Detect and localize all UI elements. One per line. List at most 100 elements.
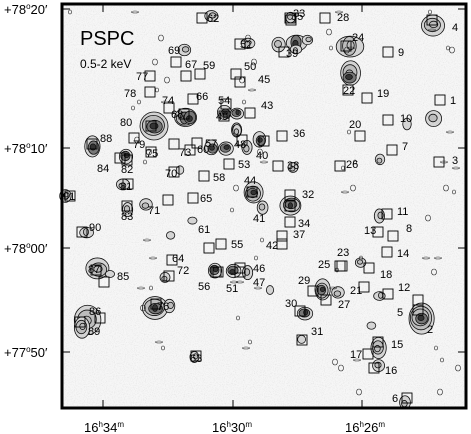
source-box [307,285,319,297]
source-label: 23 [337,247,349,259]
contour-blob [207,262,223,279]
noise-contour [137,286,145,290]
contour-blob [301,34,314,46]
noise-contour [131,10,139,14]
source-label: 67 [185,59,197,71]
source-label: 35 [291,11,303,23]
panel-title: PSPC [80,28,134,50]
source-box [234,266,246,278]
source-label: 89 [88,326,100,338]
source-label: 13 [364,225,376,237]
source-box [276,230,288,242]
contour-blob [425,110,443,127]
source-box [382,46,394,58]
source-box [368,362,380,374]
noise-contour [251,58,257,66]
noise-contour [332,358,338,366]
noise-contour [359,255,363,261]
noise-contour [350,184,356,192]
noise-contour [149,256,157,260]
source-label: 14 [397,248,409,260]
source-box [218,110,230,122]
noise-contour [434,345,438,351]
ra-label: 16h34m [84,420,124,434]
noise-contour [326,28,332,36]
noise-contour [431,268,437,276]
source-box [372,336,384,348]
source-box [163,102,175,114]
source-box [354,130,366,142]
source-box [223,158,235,170]
source-box [76,226,88,238]
source-label: 65 [200,193,212,205]
contour-blob [139,198,153,211]
noise-contour [356,388,362,396]
source-label: 30 [285,298,297,310]
noise-contour [335,10,343,14]
source-label: 10 [400,113,412,125]
contour-blob [163,298,176,314]
source-label: 66 [196,91,208,103]
source-box [74,316,86,328]
source-label: 68 [171,109,183,121]
source-box [382,288,394,300]
source-box [381,246,393,258]
source-box [412,304,424,316]
source-box [190,350,202,362]
source-label: 26 [346,159,358,171]
noise-contour [341,165,345,171]
contour-blob [204,10,219,22]
noise-contour [248,339,252,345]
noise-contour [257,148,263,156]
source-box [170,56,182,68]
noise-contour [230,280,238,284]
source-box [258,135,270,147]
source-box [90,264,102,276]
noise-contour [248,88,256,92]
source-box [387,230,399,242]
source-label: 61 [198,224,210,236]
noise-contour [443,184,449,192]
source-box [278,46,290,58]
source-box [284,200,296,212]
band-label: 0.5-2 keV [80,57,131,71]
source-box [168,138,180,150]
source-label: 64 [172,253,184,265]
noise-contour [158,34,164,42]
source-box [276,130,288,142]
source-label: 91 [63,191,75,203]
source-box [98,276,110,288]
noise-contour [329,45,333,51]
contour-blob [366,321,377,330]
contour-blob [218,141,234,156]
source-label: 16 [385,365,397,377]
source-box [272,160,284,172]
source-label: 52 [240,39,252,51]
svg-text:+78o20′: +78o20′ [4,2,48,17]
noise-contour [260,160,268,164]
noise-contour [428,9,432,15]
source-box [187,192,199,204]
source-box [180,70,192,82]
svg-text:+78o10′: +78o10′ [4,141,48,156]
source-label: 86 [89,306,101,318]
noise-contour [341,190,349,194]
contour-blob [118,148,134,165]
source-box [234,38,246,50]
source-box [363,262,375,274]
contour-blob [166,231,176,240]
contour-blob [105,270,116,278]
source-label: 73 [179,147,191,159]
source-label: 5 [397,307,403,319]
source-box [163,270,175,282]
noise-contour [254,286,262,290]
noise-contour [428,28,436,32]
source-box [187,93,199,105]
contour-blob [289,44,303,55]
source-box [145,146,157,158]
noise-contour [446,130,454,134]
noise-contour [152,58,158,66]
source-box [196,12,208,24]
source-box [246,186,258,198]
